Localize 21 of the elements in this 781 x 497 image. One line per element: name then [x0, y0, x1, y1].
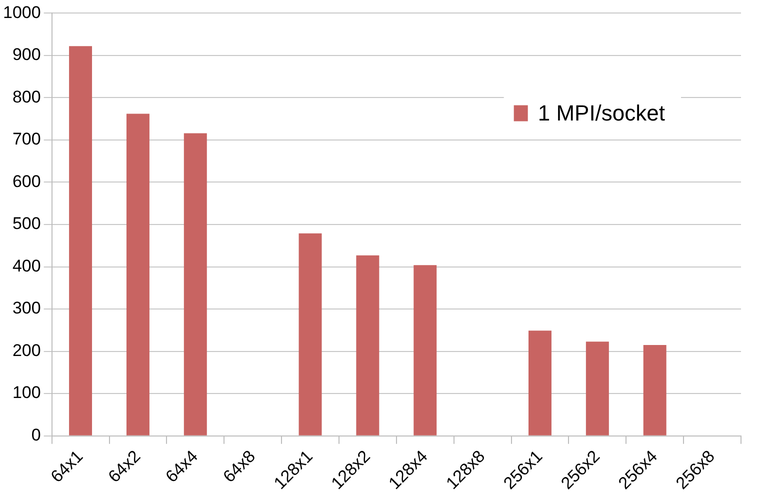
bar: [643, 344, 666, 436]
bar: [528, 330, 552, 436]
bar: [586, 342, 609, 436]
y-tick-label: 1000: [2, 2, 41, 22]
legend-label: 1 MPI/socket: [538, 100, 665, 126]
y-tick-label: 200: [12, 340, 41, 360]
y-tick-label: 300: [12, 298, 41, 318]
y-tick-label: 900: [12, 45, 41, 64]
y-tick-label: 100: [12, 383, 41, 402]
y-tick-label: 0: [31, 426, 41, 445]
y-tick-label: 700: [12, 130, 41, 149]
bar: [356, 255, 380, 436]
bar: [69, 46, 92, 436]
bar: [298, 233, 322, 436]
y-tick-label: 800: [12, 87, 41, 106]
bar: [414, 265, 437, 436]
y-tick-label: 600: [12, 172, 41, 191]
bar: [184, 133, 207, 436]
y-tick-label: 400: [12, 256, 41, 276]
y-tick-label: 500: [12, 214, 41, 234]
bar: [126, 114, 150, 436]
